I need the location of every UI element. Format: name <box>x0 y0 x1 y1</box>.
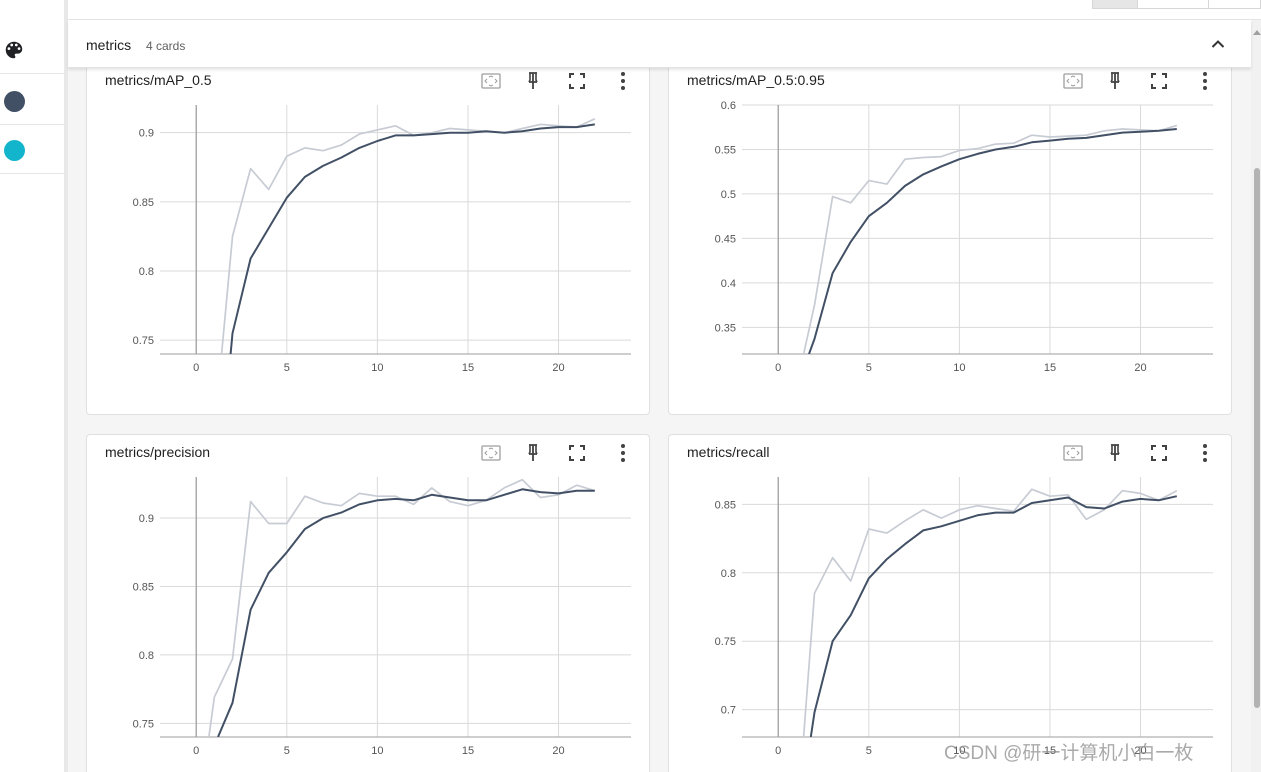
x-tick-label: 20 <box>552 745 564 757</box>
chart-card-recall: metrics/recall 0.7 0.75 0.8 0.85 0 5 10 15 20 <box>668 434 1232 772</box>
fullscreen-icon[interactable] <box>565 441 589 465</box>
y-tick-label: 0.75 <box>133 335 154 347</box>
grid <box>160 477 631 737</box>
pin-icon[interactable] <box>521 441 545 465</box>
more-vert-icon[interactable] <box>611 69 635 93</box>
fit-domain-icon[interactable] <box>479 441 503 465</box>
y-tick-label: 0.6 <box>721 100 736 112</box>
fit-domain-icon[interactable] <box>479 69 503 93</box>
x-tick-label: 0 <box>775 745 781 757</box>
more-vert-icon[interactable] <box>1193 69 1217 93</box>
card-title: metrics/mAP_0.5 <box>105 72 212 88</box>
x-tick-label: 10 <box>371 362 383 374</box>
color-palette-row[interactable] <box>0 26 64 74</box>
x-tick-label: 0 <box>193 745 199 757</box>
more-vert-icon[interactable] <box>611 441 635 465</box>
sidebar-resize-handle[interactable] <box>64 0 68 772</box>
pin-icon[interactable] <box>1103 441 1127 465</box>
y-tick-label: 0.85 <box>133 197 154 209</box>
smoothed-series-line <box>229 123 595 354</box>
card-title: metrics/precision <box>105 444 211 460</box>
fullscreen-icon[interactable] <box>1147 441 1171 465</box>
cards-area: metrics/mAP_0.5 0.75 0.8 0.85 0.9 0 5 10 15 20 me… <box>68 68 1251 772</box>
grid <box>742 104 1213 354</box>
y-tick-label: 0.35 <box>715 322 736 334</box>
scroll-up-arrow-icon[interactable] <box>1253 30 1261 35</box>
card-title: metrics/mAP_0.5:0.95 <box>687 72 825 88</box>
chart-card-map05095: metrics/mAP_0.5:0.95 0.35 0.4 0.45 0.5 0.55 0.… <box>668 68 1232 415</box>
raw-series-line <box>220 118 596 354</box>
raw-series-line <box>802 124 1178 354</box>
y-tick-label: 0.45 <box>715 233 736 245</box>
smoothed-series-line <box>217 488 595 737</box>
x-tick-label: 15 <box>1044 745 1056 757</box>
fit-domain-icon[interactable] <box>1061 441 1085 465</box>
x-tick-label: 0 <box>775 362 781 374</box>
line-chart[interactable]: 0.7 0.75 0.8 0.85 0 5 10 15 20 <box>669 465 1233 772</box>
chart-card-map05: metrics/mAP_0.5 0.75 0.8 0.85 0.9 0 5 10 15 20 <box>86 68 650 415</box>
x-tick-label: 5 <box>284 362 290 374</box>
watermark: CSDN @研一计算机小白一枚 <box>944 743 1194 764</box>
pin-icon[interactable] <box>1103 69 1127 93</box>
fit-domain-icon[interactable] <box>1061 69 1085 93</box>
y-tick-label: 0.85 <box>133 581 154 593</box>
line-chart[interactable]: 0.75 0.8 0.85 0.9 0 5 10 15 20 <box>87 93 651 413</box>
raw-series-line <box>208 478 596 737</box>
more-vert-icon[interactable] <box>1193 441 1217 465</box>
y-tick-label: 0.9 <box>139 128 154 140</box>
x-tick-label: 15 <box>462 745 474 757</box>
y-tick-label: 0.5 <box>721 189 736 201</box>
x-tick-label: 20 <box>1134 745 1146 757</box>
raw-series-line <box>802 488 1178 737</box>
run-row-2[interactable] <box>0 126 64 174</box>
y-tick-label: 0.75 <box>715 636 736 648</box>
pin-icon[interactable] <box>521 69 545 93</box>
run-color-dot-1[interactable] <box>4 91 25 112</box>
y-tick-label: 0.75 <box>133 718 154 730</box>
x-tick-label: 5 <box>866 362 872 374</box>
fullscreen-icon[interactable] <box>565 69 589 93</box>
palette-icon[interactable] <box>3 39 25 61</box>
run-color-dot-2[interactable] <box>4 140 25 161</box>
toolbar-toggle-2[interactable] <box>1137 0 1209 9</box>
fullscreen-icon[interactable] <box>1147 69 1171 93</box>
x-tick-label: 20 <box>1134 362 1146 374</box>
runs-sidebar <box>0 0 64 772</box>
group-title: metrics <box>86 37 132 53</box>
y-tick-label: 0.8 <box>139 650 154 662</box>
y-tick-label: 0.85 <box>715 499 736 511</box>
smoothed-series-line <box>809 495 1178 737</box>
metrics-group-header[interactable]: metrics 4 cards <box>68 20 1251 68</box>
smoothed-series-line <box>808 128 1177 354</box>
y-tick-label: 0.55 <box>715 144 736 156</box>
grid <box>160 105 631 354</box>
y-tick-label: 0.8 <box>721 568 736 580</box>
group-card-count: 4 cards <box>146 39 186 53</box>
x-tick-label: 10 <box>371 745 383 757</box>
card-title: metrics/recall <box>687 444 770 460</box>
scrollbar-thumb[interactable] <box>1254 168 1260 708</box>
x-tick-label: 10 <box>953 745 965 757</box>
x-tick-label: 10 <box>953 362 965 374</box>
x-tick-label: 20 <box>552 362 564 374</box>
x-tick-label: 15 <box>462 362 474 374</box>
y-tick-label: 0.4 <box>721 278 736 290</box>
y-tick-label: 0.8 <box>139 266 154 278</box>
toolbar-toggle-1[interactable] <box>1092 0 1138 9</box>
toolbar-toggle-3[interactable] <box>1208 0 1261 9</box>
line-chart[interactable]: 0.75 0.8 0.85 0.9 0 5 10 15 20 <box>87 465 651 772</box>
x-tick-label: 5 <box>866 745 872 757</box>
x-tick-label: 5 <box>284 745 290 757</box>
collapse-chevron-up-icon[interactable] <box>1206 32 1230 56</box>
chart-card-precision: metrics/precision 0.75 0.8 0.85 0.9 0 5 10 15 20 <box>86 434 650 772</box>
top-toolbar <box>68 0 1261 20</box>
y-tick-label: 0.7 <box>721 705 736 717</box>
run-row-1[interactable] <box>0 77 64 125</box>
x-tick-label: 0 <box>193 362 199 374</box>
x-tick-label: 15 <box>1044 362 1056 374</box>
line-chart[interactable]: 0.35 0.4 0.45 0.5 0.55 0.6 0 5 10 15 20 <box>669 93 1233 413</box>
y-tick-label: 0.9 <box>139 513 154 525</box>
